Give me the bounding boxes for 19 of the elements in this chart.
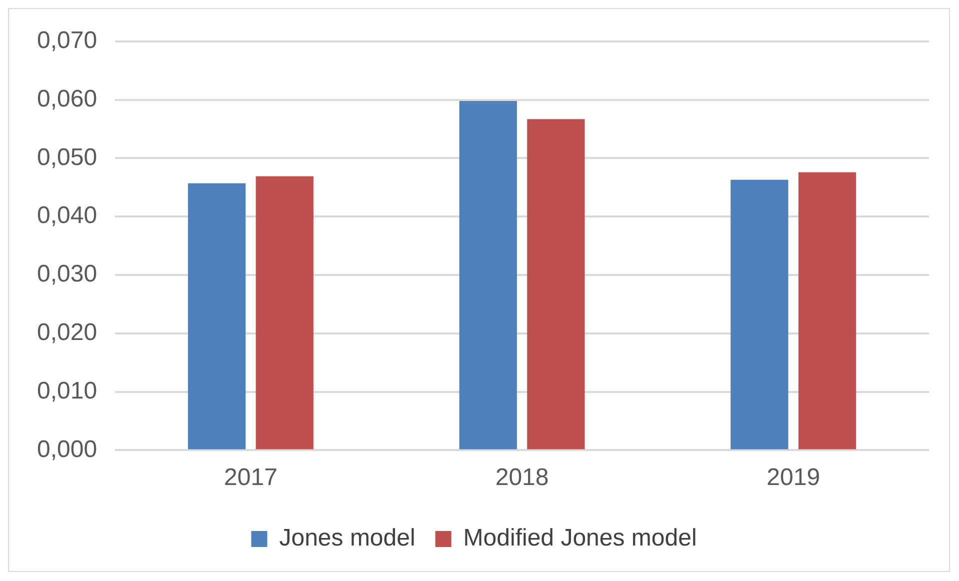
y-tick-label: 0,050	[36, 144, 98, 171]
y-tick-label: 0,030	[36, 260, 98, 288]
bar	[256, 176, 314, 450]
x-tick-label: 2019	[766, 464, 820, 492]
legend-label: Jones model	[279, 524, 416, 552]
y-tick-label: 0,060	[36, 85, 98, 112]
bar	[188, 183, 246, 450]
legend-label: Modified Jones model	[463, 524, 697, 552]
bar	[527, 119, 585, 450]
y-tick-label: 0,020	[36, 319, 98, 346]
y-tick-label: 0,000	[36, 436, 98, 463]
y-tick-label: 0,070	[36, 27, 98, 54]
bar	[459, 100, 517, 450]
bar	[730, 180, 788, 450]
bar	[798, 172, 856, 450]
y-tick-label: 0,010	[36, 377, 98, 404]
x-tick-label: 2018	[495, 464, 549, 492]
x-tick-label: 2017	[224, 464, 278, 492]
y-tick-label: 0,040	[36, 202, 98, 230]
